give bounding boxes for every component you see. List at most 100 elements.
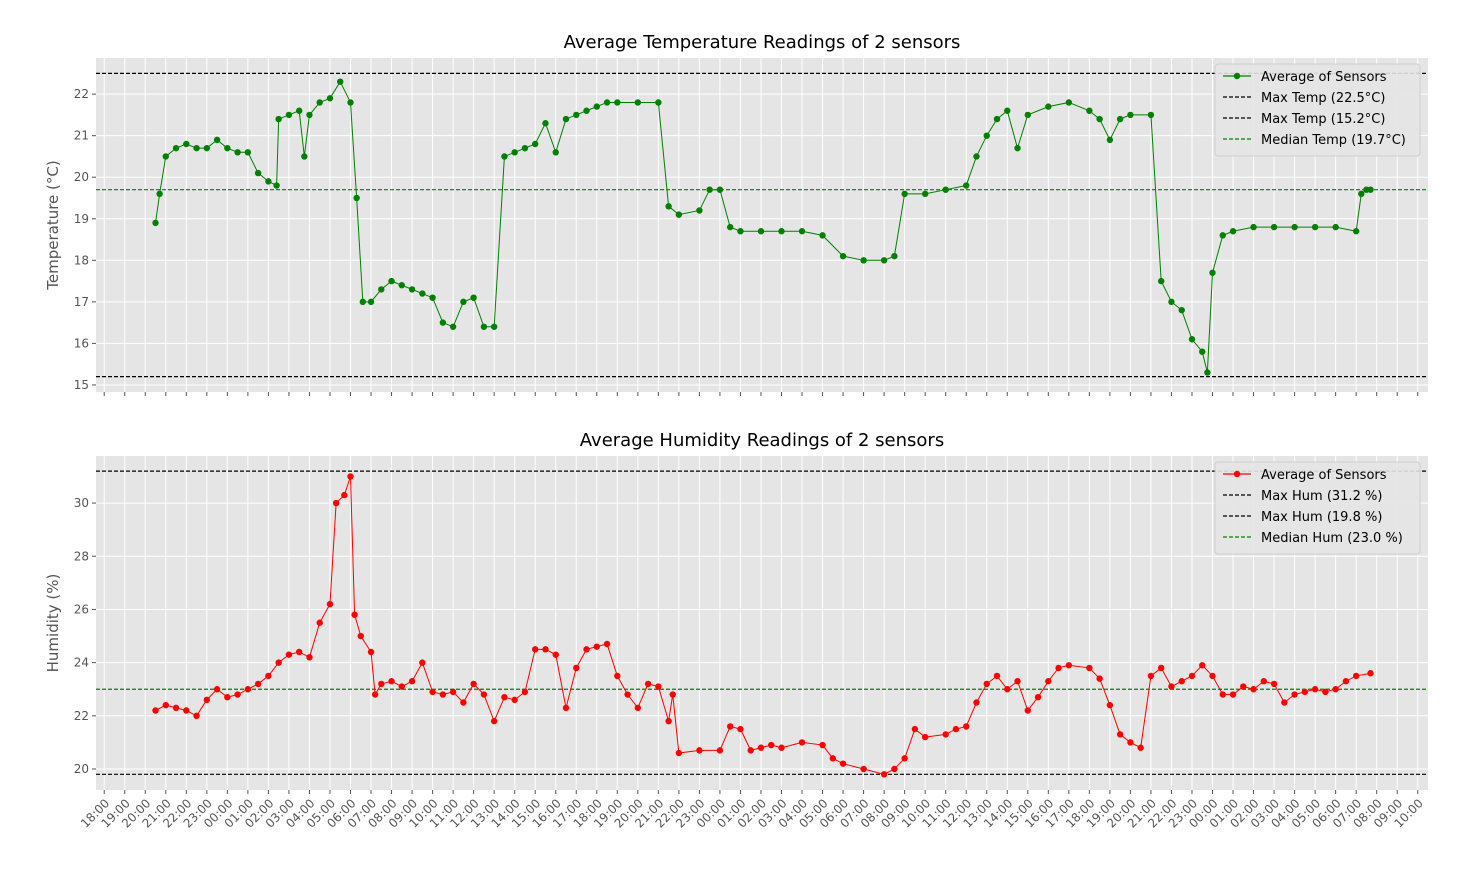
data-point <box>193 712 200 720</box>
data-point <box>952 725 960 733</box>
data-point <box>460 699 467 706</box>
legend-label: Max Hum (31.2 %) <box>1261 489 1382 504</box>
data-point <box>408 286 416 293</box>
data-point <box>254 680 262 688</box>
y-tick-label: 22 <box>74 709 89 723</box>
data-point <box>1199 662 1206 669</box>
data-point <box>1229 228 1237 235</box>
data-point <box>839 252 847 260</box>
data-point <box>1014 144 1021 152</box>
data-point <box>234 149 241 156</box>
data-point <box>1311 686 1319 693</box>
data-point <box>449 688 457 696</box>
data-point <box>1209 672 1216 680</box>
data-point <box>357 632 364 640</box>
data-point <box>1086 664 1093 672</box>
y-axis-label: Humidity (%) <box>44 574 62 673</box>
data-point <box>273 182 280 189</box>
data-point <box>1229 691 1237 698</box>
y-tick-label: 24 <box>74 656 89 670</box>
data-point <box>337 78 344 85</box>
data-point <box>911 725 919 733</box>
data-point <box>901 755 908 762</box>
data-point <box>1178 306 1185 314</box>
data-point <box>624 691 631 698</box>
y-tick-label: 17 <box>74 295 89 309</box>
y-tick-label: 18 <box>74 253 89 267</box>
data-point <box>757 228 765 235</box>
data-point <box>1342 678 1350 685</box>
data-point <box>665 717 672 725</box>
y-tick-label: 15 <box>74 378 89 392</box>
data-point <box>747 747 754 754</box>
data-point <box>1096 675 1103 682</box>
data-point <box>1178 678 1185 685</box>
data-point <box>1219 232 1226 239</box>
data-point <box>470 294 477 301</box>
data-point <box>737 228 744 235</box>
data-point <box>511 696 518 704</box>
legend-marker <box>1233 470 1241 478</box>
data-point <box>1352 672 1360 680</box>
data-point <box>901 190 908 198</box>
data-point <box>511 149 518 156</box>
data-point <box>359 298 367 306</box>
data-point <box>1332 223 1339 231</box>
data-point <box>726 723 734 730</box>
data-point <box>1055 664 1062 672</box>
data-point <box>367 298 375 306</box>
data-point <box>275 115 282 123</box>
data-point <box>213 136 221 144</box>
data-point <box>1188 672 1196 680</box>
data-point <box>224 144 231 152</box>
data-point <box>532 646 539 653</box>
data-point <box>439 691 447 698</box>
data-point <box>172 144 180 152</box>
y-tick-label: 26 <box>74 602 89 616</box>
data-point <box>552 149 559 156</box>
data-point <box>378 680 385 688</box>
data-point <box>634 704 642 712</box>
data-point <box>891 765 898 773</box>
data-point <box>1352 228 1360 235</box>
data-point <box>614 99 621 106</box>
y-tick-label: 30 <box>74 496 89 510</box>
data-point <box>1250 223 1257 231</box>
chart-title: Average Humidity Readings of 2 sensors <box>580 430 944 451</box>
y-tick-label: 28 <box>74 549 89 563</box>
data-point <box>152 707 159 714</box>
data-point <box>1116 731 1124 738</box>
data-point <box>332 499 340 507</box>
data-point <box>1106 136 1114 144</box>
data-point <box>429 688 436 696</box>
legend-box <box>1214 63 1421 157</box>
data-point <box>1157 277 1165 285</box>
legend-label: Max Temp (22.5°C) <box>1261 91 1385 106</box>
data-point <box>706 186 713 193</box>
data-point <box>655 99 662 106</box>
legend-label: Average of Sensors <box>1261 70 1387 85</box>
data-point <box>921 733 929 741</box>
data-point <box>1004 686 1011 693</box>
data-point <box>973 153 980 160</box>
data-point <box>726 223 734 231</box>
data-point <box>1260 678 1268 685</box>
chart-title: Average Temperature Readings of 2 sensor… <box>564 32 961 53</box>
y-axis-label: Temperature (°C) <box>44 160 62 290</box>
legend-label: Median Temp (19.7°C) <box>1261 133 1406 148</box>
data-point <box>1045 103 1052 110</box>
data-point <box>224 693 231 701</box>
data-point <box>490 323 498 330</box>
data-point <box>490 717 498 725</box>
data-point <box>285 651 293 658</box>
data-point <box>371 691 379 698</box>
data-point <box>1014 678 1021 685</box>
data-point <box>1219 691 1226 698</box>
legend-label: Max Temp (15.2°C) <box>1261 112 1385 127</box>
data-point <box>203 144 211 152</box>
legend-box <box>1214 461 1421 555</box>
data-point <box>1209 269 1216 276</box>
legend-label: Average of Sensors <box>1261 468 1387 483</box>
legend-marker <box>1233 72 1241 80</box>
data-point <box>542 646 549 653</box>
